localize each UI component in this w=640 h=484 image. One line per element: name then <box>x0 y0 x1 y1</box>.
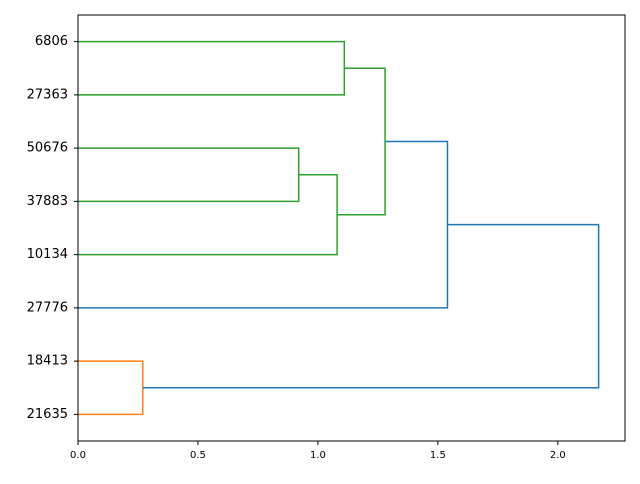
plot-frame <box>77 14 626 442</box>
y-tick-label: 21635 <box>27 407 68 422</box>
y-tick-label: 10134 <box>27 247 68 262</box>
y-tick-label: 27363 <box>27 87 68 102</box>
link <box>78 174 338 256</box>
y-tick-label: 27776 <box>27 300 68 315</box>
link <box>142 223 600 389</box>
x-tick-label: 0.0 <box>70 450 86 461</box>
x-tick-label: 0.5 <box>190 450 206 461</box>
link <box>78 140 449 309</box>
x-tick-label: 1.0 <box>310 450 326 461</box>
x-tick-label: 1.5 <box>430 450 446 461</box>
y-tick-label: 50676 <box>27 141 68 156</box>
link <box>78 40 346 96</box>
link <box>78 360 144 416</box>
y-tick-label: 6806 <box>35 34 68 49</box>
y-tick-label: 37883 <box>27 194 68 209</box>
x-tick-label: 2.0 <box>550 450 566 461</box>
link <box>78 147 300 203</box>
y-tick-label: 18413 <box>27 354 68 369</box>
